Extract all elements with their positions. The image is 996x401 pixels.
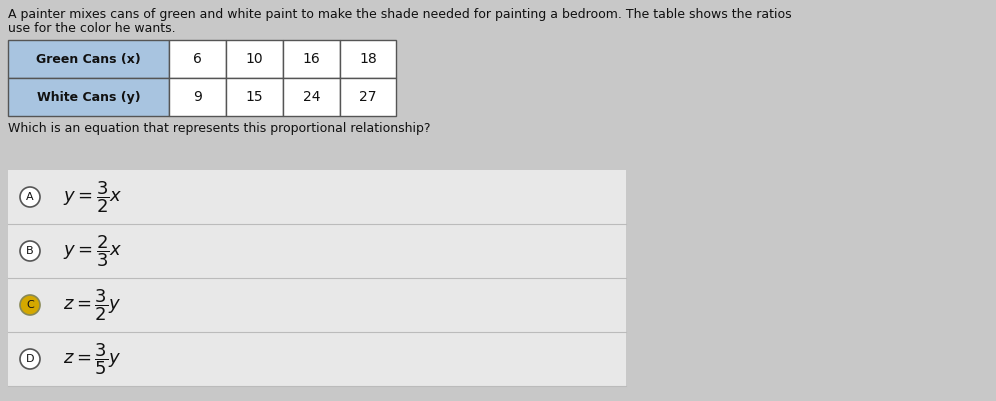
Bar [8,78,169,116]
Circle shape [20,295,40,315]
Text: White Cans (y): White Cans (y) [37,91,140,103]
Text: 24: 24 [303,90,320,104]
Text: B: B [26,246,34,256]
Bar [226,78,283,116]
Bar [169,78,226,116]
Text: $z = \dfrac{3}{2}y$: $z = \dfrac{3}{2}y$ [63,287,122,323]
Bar [283,78,340,116]
Text: 10: 10 [246,52,263,66]
Text: 16: 16 [303,52,320,66]
Bar [8,170,625,386]
Bar [169,40,226,78]
Text: 15: 15 [246,90,263,104]
Text: A: A [26,192,34,202]
Text: 18: 18 [360,52,376,66]
Text: 27: 27 [360,90,376,104]
Text: $z = \dfrac{3}{5}y$: $z = \dfrac{3}{5}y$ [63,341,122,377]
Bar [340,78,396,116]
Circle shape [20,241,40,261]
Text: 9: 9 [193,90,202,104]
Text: Which is an equation that represents this proportional relationship?: Which is an equation that represents thi… [8,122,430,135]
Circle shape [20,349,40,369]
Circle shape [20,187,40,207]
Text: $y = \dfrac{3}{2}x$: $y = \dfrac{3}{2}x$ [63,179,123,215]
Bar [226,40,283,78]
Text: use for the color he wants.: use for the color he wants. [8,22,175,35]
Text: Green Cans (x): Green Cans (x) [37,53,141,65]
Bar [8,40,169,78]
Bar [283,40,340,78]
Text: C: C [26,300,34,310]
Text: D: D [26,354,34,364]
Bar [340,40,396,78]
Text: A painter mixes cans of green and white paint to make the shade needed for paint: A painter mixes cans of green and white … [8,8,792,21]
Text: $y = \dfrac{2}{3}x$: $y = \dfrac{2}{3}x$ [63,233,123,269]
Text: 6: 6 [193,52,202,66]
